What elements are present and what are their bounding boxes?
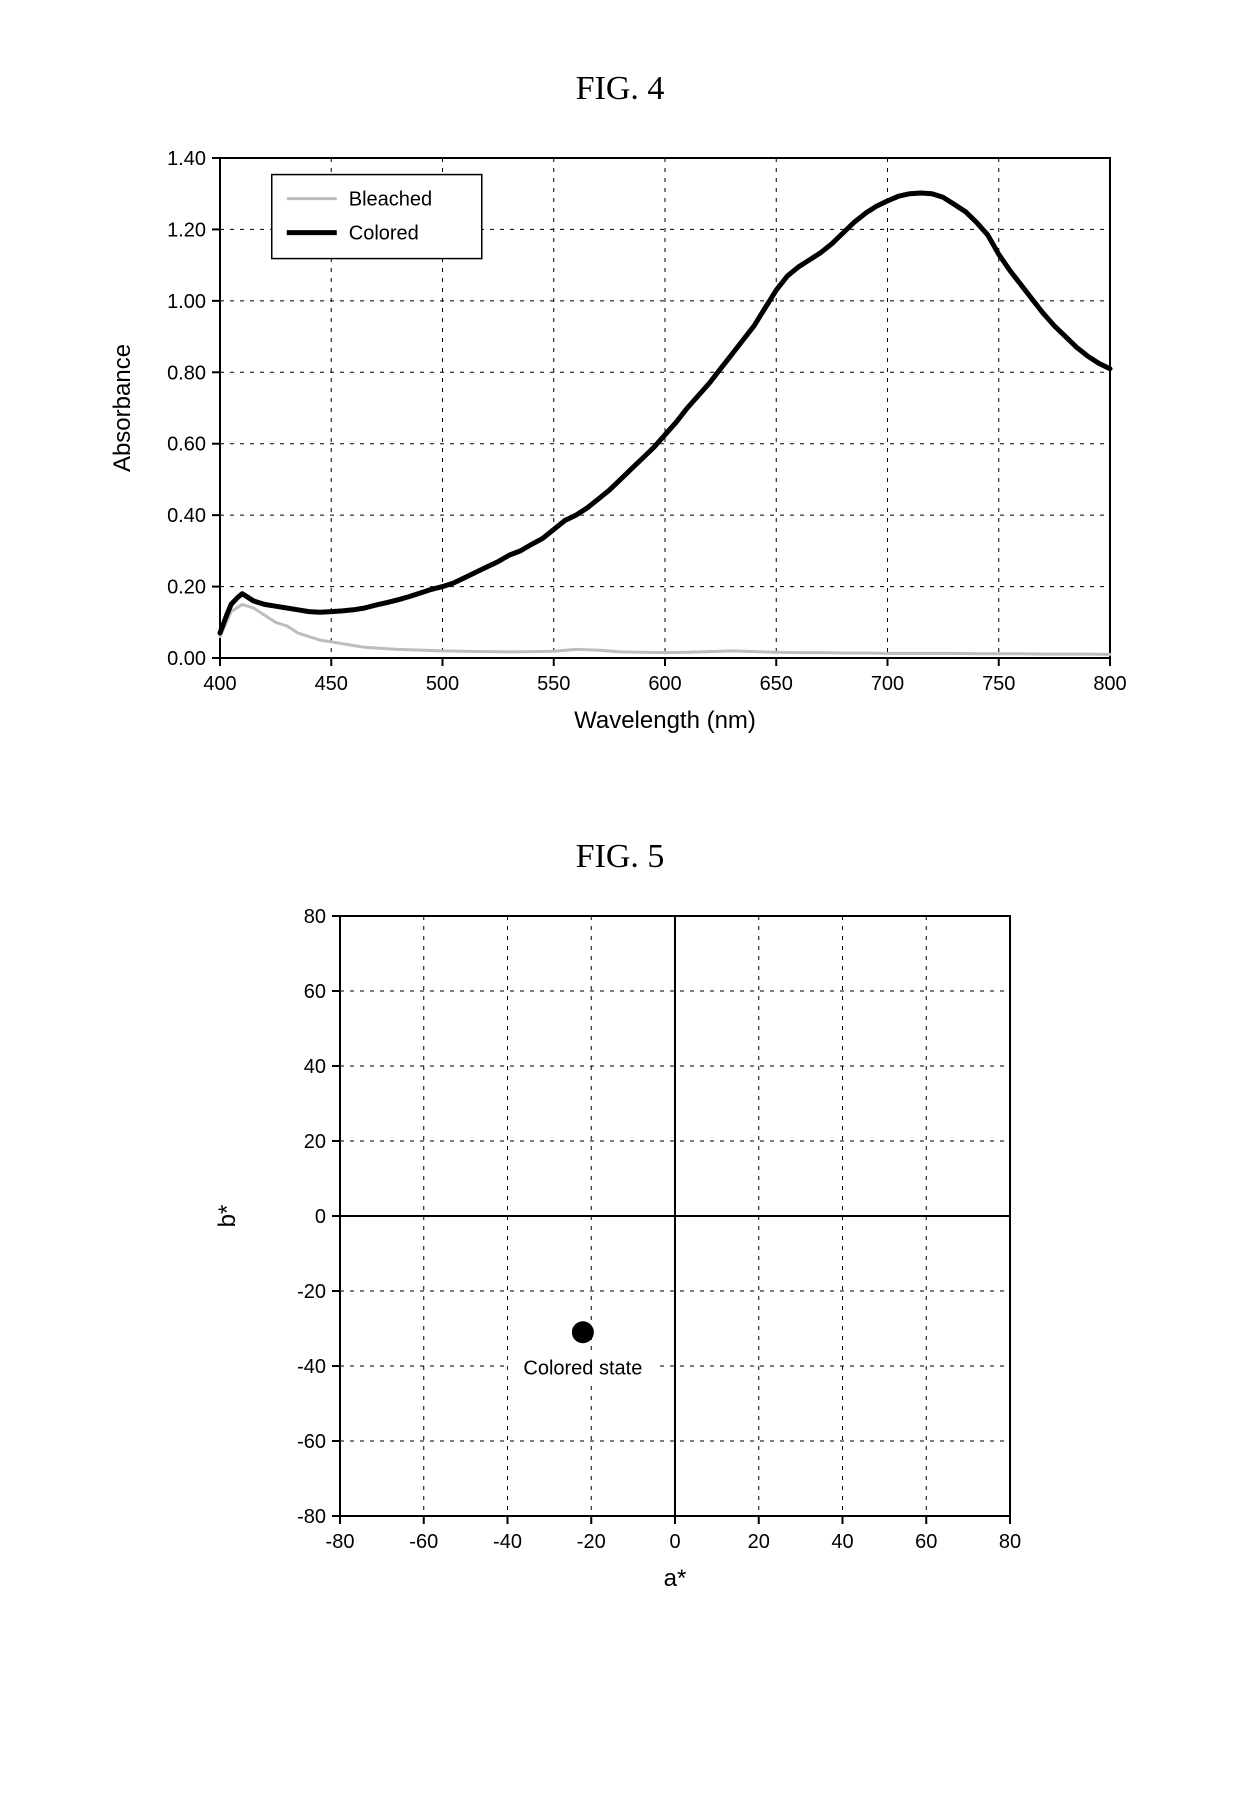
svg-text:1.40: 1.40 — [167, 148, 206, 170]
svg-text:0: 0 — [315, 1206, 326, 1228]
fig4-title: FIG. 4 — [60, 70, 1180, 108]
svg-text:400: 400 — [203, 673, 236, 695]
svg-text:600: 600 — [648, 673, 681, 695]
svg-text:-40: -40 — [297, 1356, 326, 1378]
svg-text:60: 60 — [304, 981, 326, 1003]
svg-text:450: 450 — [315, 673, 348, 695]
svg-text:-20: -20 — [577, 1531, 606, 1553]
svg-text:40: 40 — [831, 1531, 853, 1553]
svg-text:0.40: 0.40 — [167, 505, 206, 527]
svg-text:0.60: 0.60 — [167, 434, 206, 456]
svg-text:60: 60 — [915, 1531, 937, 1553]
fig5-title: FIG. 5 — [60, 838, 1180, 876]
fig5-chart: -80 -60 -40 -20 0 20 40 60 80 -80 -60 -40 -20 0 20 40 60… — [170, 896, 1070, 1616]
svg-text:1.20: 1.20 — [167, 219, 206, 241]
svg-text:500: 500 — [426, 673, 459, 695]
svg-text:80: 80 — [304, 906, 326, 928]
svg-text:0.80: 0.80 — [167, 362, 206, 384]
svg-text:40: 40 — [304, 1056, 326, 1078]
svg-text:Colored: Colored — [349, 223, 419, 245]
svg-text:0.00: 0.00 — [167, 648, 206, 670]
svg-text:-40: -40 — [493, 1531, 522, 1553]
svg-text:-80: -80 — [297, 1506, 326, 1528]
svg-text:700: 700 — [871, 673, 904, 695]
svg-text:-60: -60 — [409, 1531, 438, 1553]
svg-text:0.20: 0.20 — [167, 577, 206, 599]
svg-text:550: 550 — [537, 673, 570, 695]
svg-text:Bleached: Bleached — [349, 189, 432, 211]
fig4-chart: 400 450 500 550 600 650 700 750 800 0.00 0.20 0.40 0… — [90, 128, 1150, 748]
svg-text:0: 0 — [669, 1531, 680, 1553]
svg-text:Wavelength (nm): Wavelength (nm) — [574, 707, 756, 734]
svg-text:a*: a* — [664, 1565, 687, 1592]
svg-text:Colored state: Colored state — [523, 1357, 642, 1379]
svg-text:-60: -60 — [297, 1431, 326, 1453]
svg-text:b*: b* — [214, 1205, 241, 1228]
svg-text:1.00: 1.00 — [167, 291, 206, 313]
svg-text:-80: -80 — [326, 1531, 355, 1553]
svg-text:20: 20 — [748, 1531, 770, 1553]
svg-text:20: 20 — [304, 1131, 326, 1153]
svg-text:750: 750 — [982, 673, 1015, 695]
svg-text:80: 80 — [999, 1531, 1021, 1553]
svg-text:Absorbance: Absorbance — [109, 344, 136, 472]
svg-text:800: 800 — [1093, 673, 1126, 695]
svg-text:650: 650 — [760, 673, 793, 695]
svg-text:-20: -20 — [297, 1281, 326, 1303]
